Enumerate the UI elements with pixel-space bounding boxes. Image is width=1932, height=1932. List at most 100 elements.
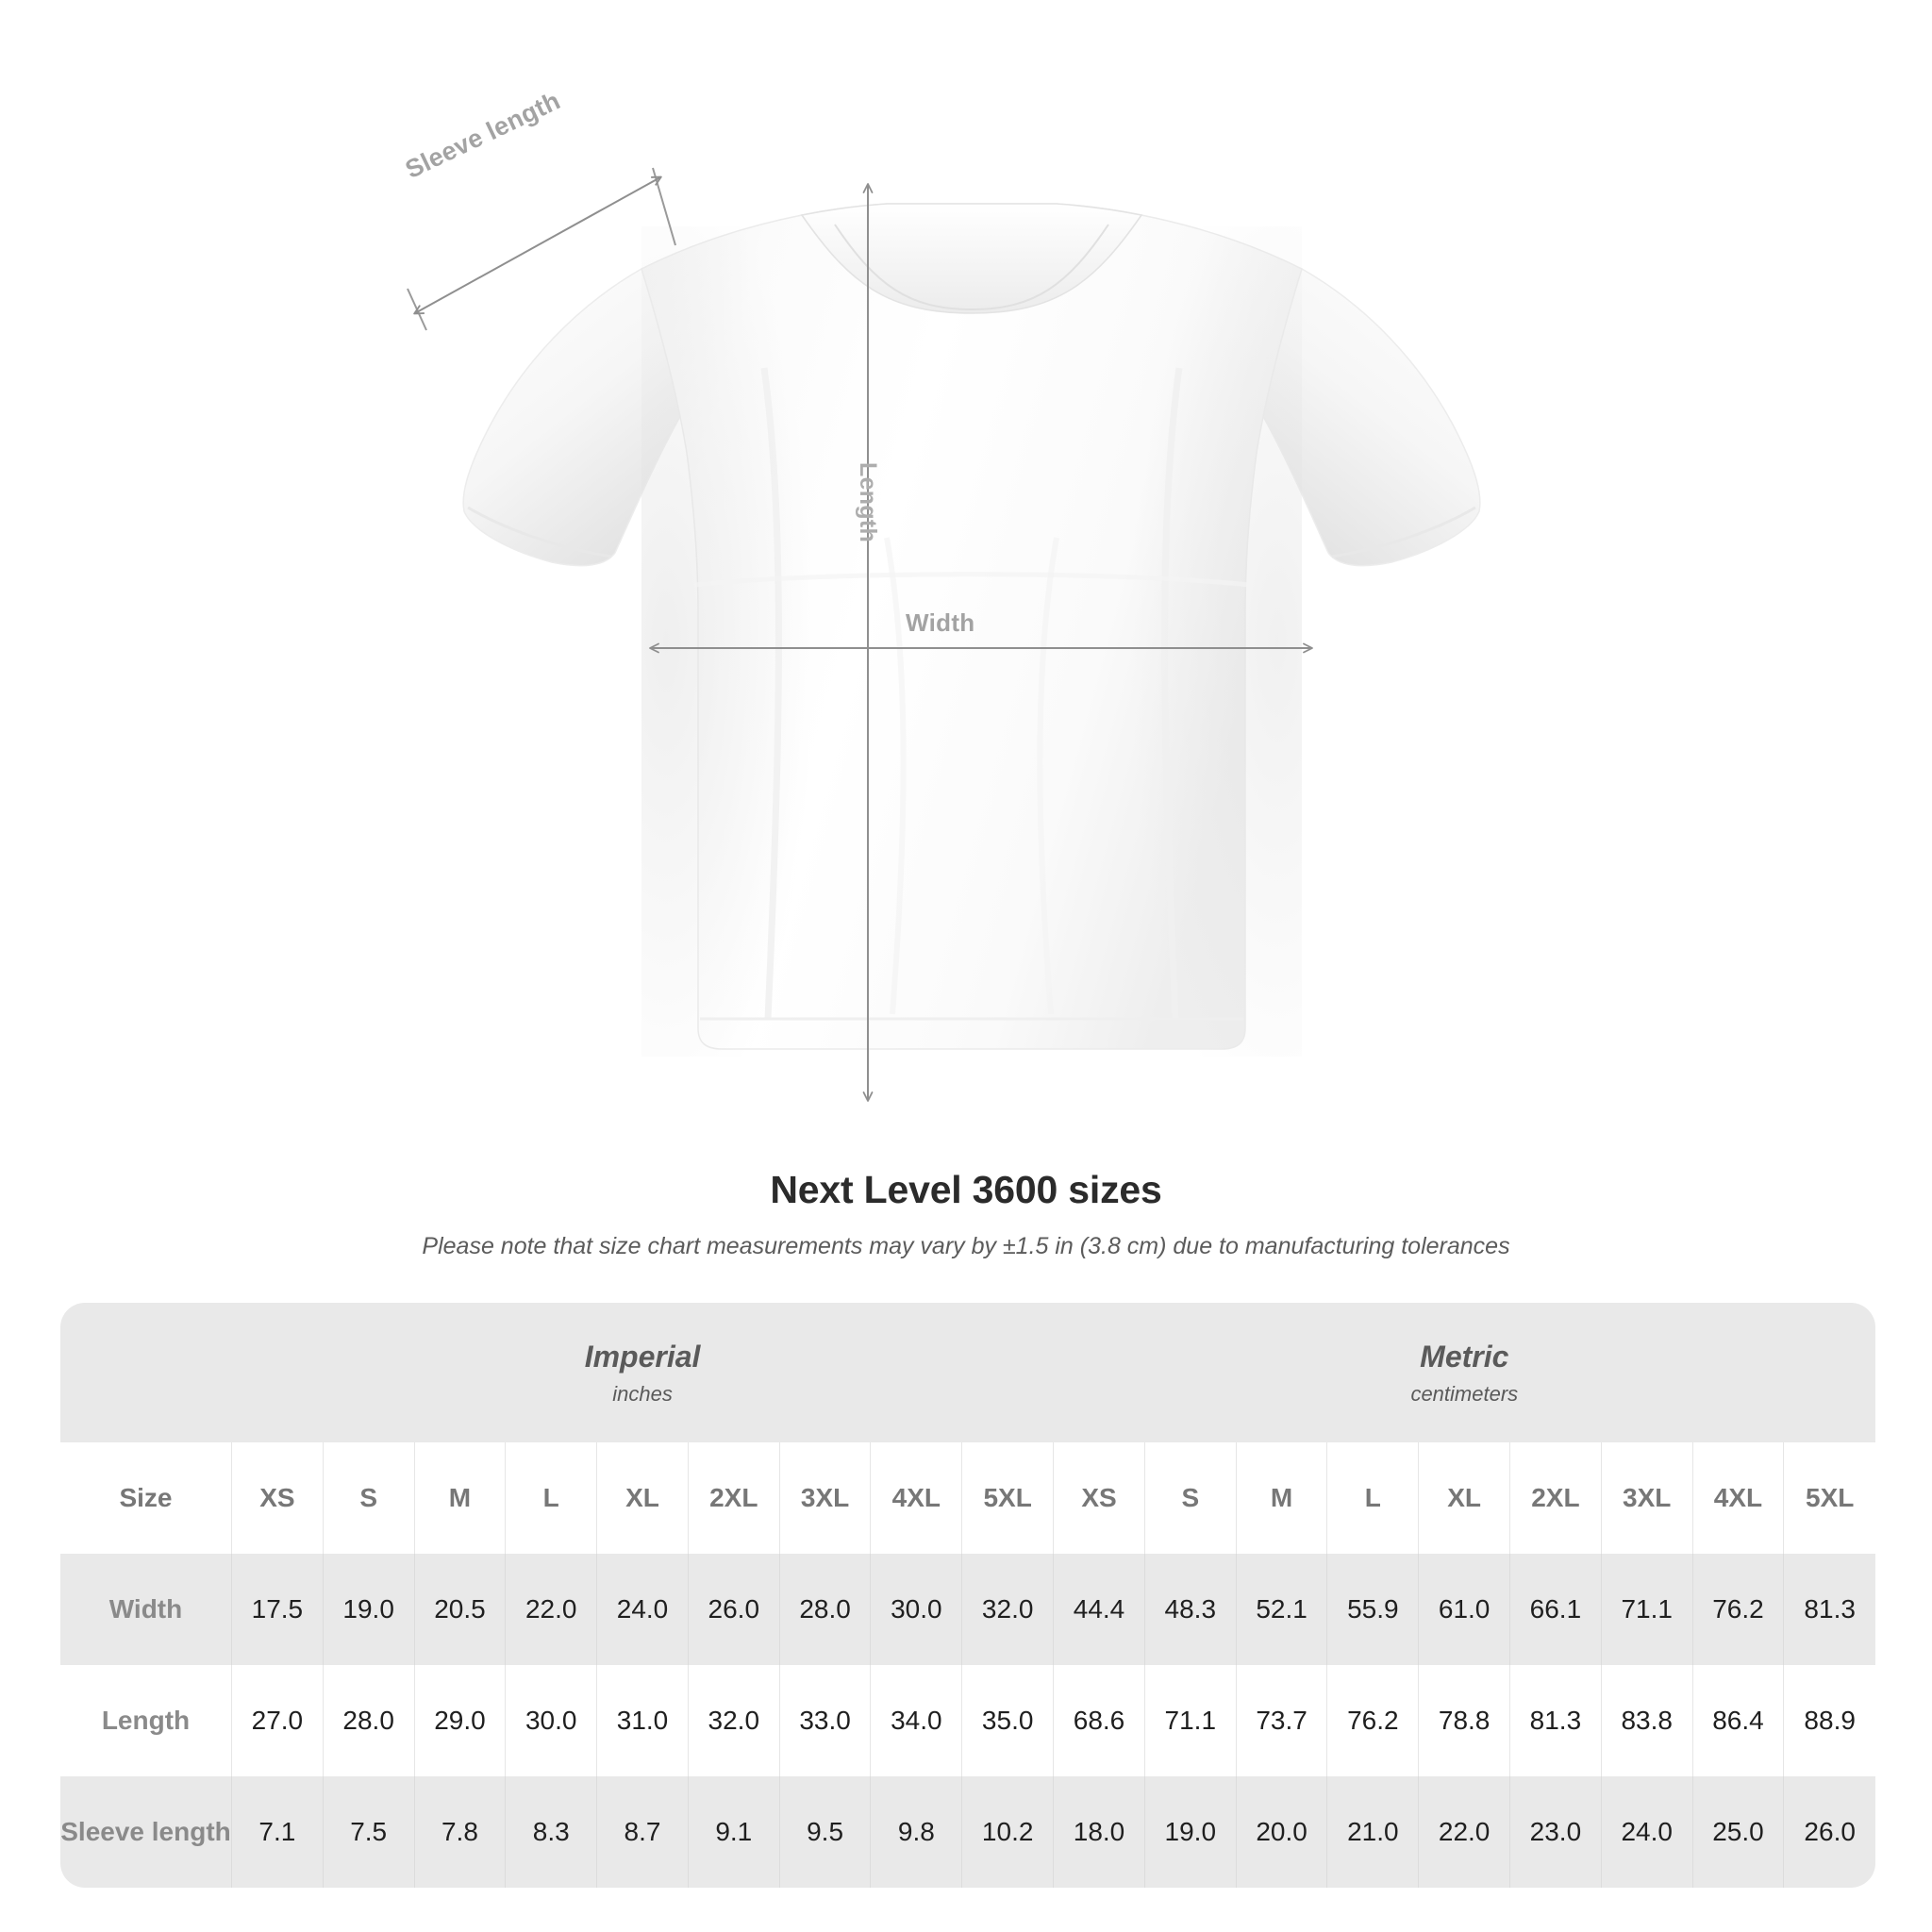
cell-length-metric-xl: 78.8	[1418, 1665, 1510, 1776]
group-header-imperial: Imperial inches	[231, 1303, 1054, 1442]
cell-length-imperial-m: 29.0	[413, 1665, 506, 1776]
size-col-imperial-2xl: 2XL	[687, 1442, 780, 1554]
cell-width-imperial-xl: 24.0	[596, 1554, 689, 1665]
group-header-spacer	[60, 1303, 232, 1442]
page-subtitle: Please note that size chart measurements…	[422, 1233, 1510, 1259]
cell-length-metric-3xl: 83.8	[1600, 1665, 1693, 1776]
table-row-size: Size XS S M L XL 2XL 3XL 4XL 5XL XS S M …	[60, 1442, 1875, 1554]
cell-sleeve-imperial-s: 7.5	[322, 1776, 415, 1888]
cell-sleeve-metric-m: 20.0	[1235, 1776, 1327, 1888]
cell-width-imperial-5xl: 32.0	[961, 1554, 1054, 1665]
size-col-metric-4xl: 4XL	[1691, 1442, 1784, 1554]
cell-width-metric-5xl: 81.3	[1783, 1554, 1875, 1665]
cell-width-metric-2xl: 66.1	[1509, 1554, 1602, 1665]
cell-length-metric-xs: 68.6	[1053, 1665, 1145, 1776]
cell-sleeve-metric-xs: 18.0	[1053, 1776, 1145, 1888]
group-unit-metric: centimeters	[1410, 1381, 1519, 1406]
size-col-imperial-xl: XL	[596, 1442, 689, 1554]
cell-length-metric-2xl: 81.3	[1509, 1665, 1602, 1776]
cell-sleeve-metric-l: 21.0	[1326, 1776, 1419, 1888]
cell-width-imperial-l: 22.0	[505, 1554, 597, 1665]
size-col-metric-xl: XL	[1418, 1442, 1510, 1554]
cell-length-imperial-5xl: 35.0	[961, 1665, 1054, 1776]
cell-length-imperial-xl: 31.0	[596, 1665, 689, 1776]
cell-sleeve-imperial-5xl: 10.2	[961, 1776, 1054, 1888]
group-header-metric: Metric centimeters	[1053, 1303, 1875, 1442]
size-col-metric-xs: XS	[1053, 1442, 1145, 1554]
cell-sleeve-metric-3xl: 24.0	[1600, 1776, 1693, 1888]
group-name-metric: Metric	[1420, 1339, 1509, 1374]
table-row-width: Width 17.5 19.0 20.5 22.0 24.0 26.0 28.0…	[60, 1554, 1875, 1665]
row-header-sleeve-length: Sleeve length	[60, 1776, 232, 1888]
cell-length-imperial-s: 28.0	[322, 1665, 415, 1776]
cell-width-imperial-3xl: 28.0	[778, 1554, 871, 1665]
row-header-size: Size	[60, 1442, 232, 1554]
cell-length-imperial-3xl: 33.0	[778, 1665, 871, 1776]
cell-width-imperial-2xl: 26.0	[687, 1554, 780, 1665]
title-block: Next Level 3600 sizes Please note that s…	[0, 1168, 1932, 1260]
cell-length-imperial-4xl: 34.0	[870, 1665, 962, 1776]
cell-sleeve-imperial-xl: 8.7	[596, 1776, 689, 1888]
cell-sleeve-metric-4xl: 25.0	[1691, 1776, 1784, 1888]
cell-width-imperial-4xl: 30.0	[870, 1554, 962, 1665]
size-col-metric-m: M	[1235, 1442, 1327, 1554]
size-col-imperial-4xl: 4XL	[870, 1442, 962, 1554]
cell-width-imperial-s: 19.0	[322, 1554, 415, 1665]
cell-sleeve-imperial-4xl: 9.8	[870, 1776, 962, 1888]
group-unit-imperial: inches	[612, 1381, 673, 1406]
tshirt-illustration	[462, 203, 1481, 1057]
cell-width-metric-xs: 44.4	[1053, 1554, 1145, 1665]
cell-length-imperial-2xl: 32.0	[687, 1665, 780, 1776]
size-col-imperial-5xl: 5XL	[961, 1442, 1054, 1554]
size-col-imperial-xs: XS	[230, 1442, 324, 1554]
cell-sleeve-metric-5xl: 26.0	[1783, 1776, 1875, 1888]
cell-length-metric-5xl: 88.9	[1783, 1665, 1875, 1776]
row-header-width: Width	[60, 1554, 232, 1665]
cell-sleeve-metric-2xl: 23.0	[1509, 1776, 1602, 1888]
cell-width-metric-m: 52.1	[1235, 1554, 1327, 1665]
cell-width-metric-3xl: 71.1	[1600, 1554, 1693, 1665]
size-col-metric-2xl: 2XL	[1509, 1442, 1602, 1554]
size-col-imperial-m: M	[413, 1442, 506, 1554]
length-annotation-label: Length	[855, 462, 881, 543]
cell-sleeve-metric-s: 19.0	[1143, 1776, 1237, 1888]
cell-length-metric-s: 71.1	[1143, 1665, 1237, 1776]
cell-width-metric-4xl: 76.2	[1691, 1554, 1784, 1665]
table-group-header-row: Imperial inches Metric centimeters	[60, 1303, 1875, 1442]
table-row-length: Length 27.0 28.0 29.0 30.0 31.0 32.0 33.…	[60, 1665, 1875, 1776]
group-name-imperial: Imperial	[584, 1339, 701, 1374]
size-chart-table: Imperial inches Metric centimeters Size …	[60, 1303, 1875, 1888]
cell-width-imperial-xs: 17.5	[230, 1554, 324, 1665]
size-col-imperial-l: L	[505, 1442, 597, 1554]
cell-width-metric-xl: 61.0	[1418, 1554, 1510, 1665]
size-chart-table-wrap: Imperial inches Metric centimeters Size …	[60, 1303, 1875, 1888]
cell-length-metric-l: 76.2	[1326, 1665, 1419, 1776]
size-col-metric-5xl: 5XL	[1783, 1442, 1875, 1554]
table-row-sleeve-length: Sleeve length 7.1 7.5 7.8 8.3 8.7 9.1 9.…	[60, 1776, 1875, 1888]
cell-length-metric-4xl: 86.4	[1691, 1665, 1784, 1776]
cell-sleeve-imperial-l: 8.3	[505, 1776, 597, 1888]
cell-sleeve-imperial-3xl: 9.5	[778, 1776, 871, 1888]
cell-sleeve-imperial-2xl: 9.1	[687, 1776, 780, 1888]
cell-length-metric-m: 73.7	[1235, 1665, 1327, 1776]
size-col-metric-s: S	[1143, 1442, 1237, 1554]
cell-sleeve-imperial-m: 7.8	[413, 1776, 506, 1888]
cell-width-metric-s: 48.3	[1143, 1554, 1237, 1665]
size-col-imperial-3xl: 3XL	[778, 1442, 871, 1554]
size-col-metric-l: L	[1326, 1442, 1419, 1554]
page-title: Next Level 3600 sizes	[770, 1168, 1162, 1211]
tshirt-photo	[358, 142, 1585, 1123]
tshirt-measurement-diagram: Sleeve length Length Width	[358, 86, 1585, 1123]
size-col-metric-3xl: 3XL	[1600, 1442, 1693, 1554]
cell-sleeve-metric-xl: 22.0	[1418, 1776, 1510, 1888]
cell-width-imperial-m: 20.5	[413, 1554, 506, 1665]
measurement-arrows	[407, 167, 1313, 1102]
row-header-length: Length	[60, 1665, 232, 1776]
cell-sleeve-imperial-xs: 7.1	[230, 1776, 324, 1888]
cell-length-imperial-xs: 27.0	[230, 1665, 324, 1776]
cell-length-imperial-l: 30.0	[505, 1665, 597, 1776]
width-annotation-label: Width	[906, 608, 975, 637]
cell-width-metric-l: 55.9	[1326, 1554, 1419, 1665]
size-col-imperial-s: S	[322, 1442, 415, 1554]
